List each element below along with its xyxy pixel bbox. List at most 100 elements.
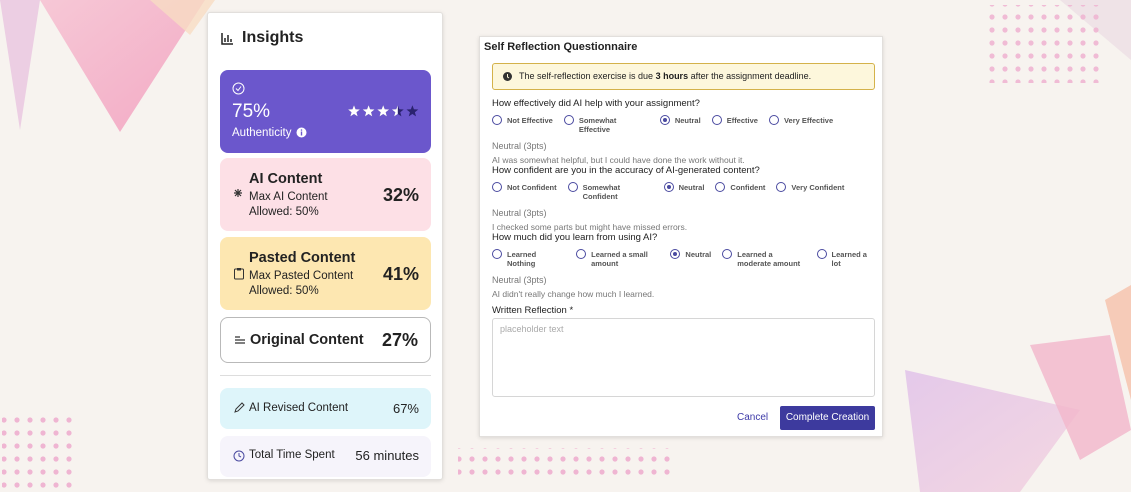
option-label: Somewhat Confident: [582, 183, 621, 201]
option[interactable]: Very Confident: [776, 182, 844, 192]
clock-icon: [233, 450, 245, 462]
option-label: Learned a small amount: [591, 250, 648, 268]
option-label: Learned a moderate amount: [737, 250, 801, 268]
radio[interactable]: [663, 182, 674, 192]
authenticity-card: 75% Authenticity: [220, 70, 431, 153]
answer: Neutral (3pts): [492, 141, 547, 151]
notice-text: after the assignment deadline.: [688, 71, 812, 81]
divider: [220, 375, 431, 376]
option[interactable]: Effective: [711, 115, 758, 125]
radio[interactable]: [567, 182, 578, 192]
question: How much did you learn from using AI? Lea…: [492, 232, 877, 299]
option-label: Neutral: [674, 116, 701, 125]
ai-content-note: Max AI Content Allowed: 50%: [249, 191, 328, 218]
info-icon[interactable]: [296, 127, 307, 138]
star-empty: [406, 105, 419, 117]
radio[interactable]: [715, 182, 726, 192]
radio[interactable]: [776, 182, 787, 192]
radio[interactable]: [722, 249, 733, 259]
radio[interactable]: [492, 182, 502, 192]
notice: The self-reflection exercise is due 3 ho…: [492, 63, 875, 90]
explanation: I checked some parts but might have miss…: [492, 222, 688, 232]
option-label: Somewhat Effective: [578, 116, 617, 134]
option[interactable]: Learned a small amount: [576, 249, 659, 268]
star-filled: [377, 105, 390, 117]
ai-content-title: AI Content: [249, 171, 323, 187]
original-content-title: Original Content: [250, 332, 364, 348]
radio[interactable]: [659, 115, 670, 125]
star-filled: [348, 105, 360, 117]
ai-content-value: 32%: [382, 185, 419, 205]
radio[interactable]: [563, 115, 574, 125]
pasted-content-card: Pasted Content Max Pasted Content Allowe…: [220, 237, 431, 310]
pasted-content-value: 41%: [382, 264, 419, 284]
options: Not Confident Somewhat Confident Neutral Co…: [492, 182, 877, 201]
radio[interactable]: [576, 249, 587, 259]
option-label: Not Confident: [507, 183, 557, 192]
explanation: AI was somewhat helpful, but I could hav…: [492, 155, 745, 165]
pasted-content-title: Pasted Content: [249, 250, 356, 266]
option[interactable]: Not Confident: [492, 182, 557, 192]
option[interactable]: Not Effective: [492, 115, 553, 125]
ai-revised-value: 67%: [392, 401, 419, 416]
option[interactable]: Somewhat Effective: [563, 115, 649, 134]
ai-content-card: AI Content Max AI Content Allowed: 50% 3…: [220, 158, 431, 231]
pen-icon: [234, 402, 245, 413]
original-content-value: 27%: [381, 330, 418, 350]
insights-panel: Insights 75% Authenticity AI Content Max…: [207, 12, 443, 480]
ai-revised-card: AI Revised Content 67%: [220, 388, 431, 429]
insights-title: Insights: [242, 29, 304, 46]
radio[interactable]: [492, 249, 502, 259]
time-spent-title: Total Time Spent: [249, 449, 335, 461]
option-label: Very Confident: [791, 183, 845, 192]
check-icon: [232, 82, 245, 95]
radio[interactable]: [492, 115, 502, 125]
question: How confident are you in the accuracy of…: [492, 165, 877, 232]
radio[interactable]: [768, 115, 779, 125]
chart-icon: [221, 33, 233, 45]
questionnaire-panel: Self Reflection Questionnaire The self-r…: [479, 36, 883, 437]
question-label: How much did you learn from using AI?: [492, 232, 658, 243]
option-label: Not Effective: [507, 116, 553, 125]
original-content-card: Original Content 27%: [220, 317, 431, 363]
time-spent-value: 56 minutes: [355, 448, 419, 463]
text-icon: [235, 336, 245, 344]
option[interactable]: Neutral: [670, 249, 711, 259]
placeholder: placeholder text: [500, 324, 564, 334]
questionnaire-title: Self Reflection Questionnaire: [484, 41, 638, 53]
option-label: Neutral: [685, 250, 712, 259]
radio[interactable]: [711, 115, 722, 125]
clipboard-icon: [234, 268, 244, 280]
reflection-label: Written Reflection *: [492, 305, 574, 316]
option[interactable]: Very Effective: [768, 115, 834, 125]
pasted-content-note: Max Pasted Content Allowed: 50%: [249, 270, 354, 297]
option-label: Very Effective: [783, 116, 834, 125]
option[interactable]: Learned a lot: [816, 249, 877, 268]
authenticity-value: 75%: [232, 101, 271, 122]
option[interactable]: Learned a moderate amount: [722, 249, 805, 268]
radio[interactable]: [816, 249, 827, 259]
option-label: Learned a lot: [831, 250, 867, 268]
notice-text: The self-reflection exercise is due: [519, 71, 656, 81]
explanation: AI didn't really change how much I learn…: [492, 289, 655, 299]
cancel-button[interactable]: Cancel: [737, 412, 769, 423]
submit-button[interactable]: Complete Creation: [780, 406, 875, 430]
notice-bold: 3 hours: [655, 71, 689, 81]
option-label: Learned Nothing: [507, 250, 537, 268]
option[interactable]: Somewhat Confident: [567, 182, 653, 201]
option[interactable]: Neutral: [659, 115, 701, 125]
rating-stars: [348, 105, 419, 117]
radio[interactable]: [670, 249, 681, 259]
ai-revised-title: AI Revised Content: [249, 402, 349, 414]
option[interactable]: Confident: [715, 182, 765, 192]
option-label: Confident: [730, 183, 766, 192]
option[interactable]: Learned Nothing: [492, 249, 565, 268]
reflection-input[interactable]: placeholder text: [492, 318, 875, 397]
answer: Neutral (3pts): [492, 275, 547, 285]
option-label: Effective: [726, 116, 758, 125]
question-label: How confident are you in the accuracy of…: [492, 165, 760, 176]
star-filled: [362, 105, 375, 117]
option[interactable]: Neutral: [663, 182, 704, 192]
time-spent-card: Total Time Spent 56 minutes: [220, 436, 431, 477]
